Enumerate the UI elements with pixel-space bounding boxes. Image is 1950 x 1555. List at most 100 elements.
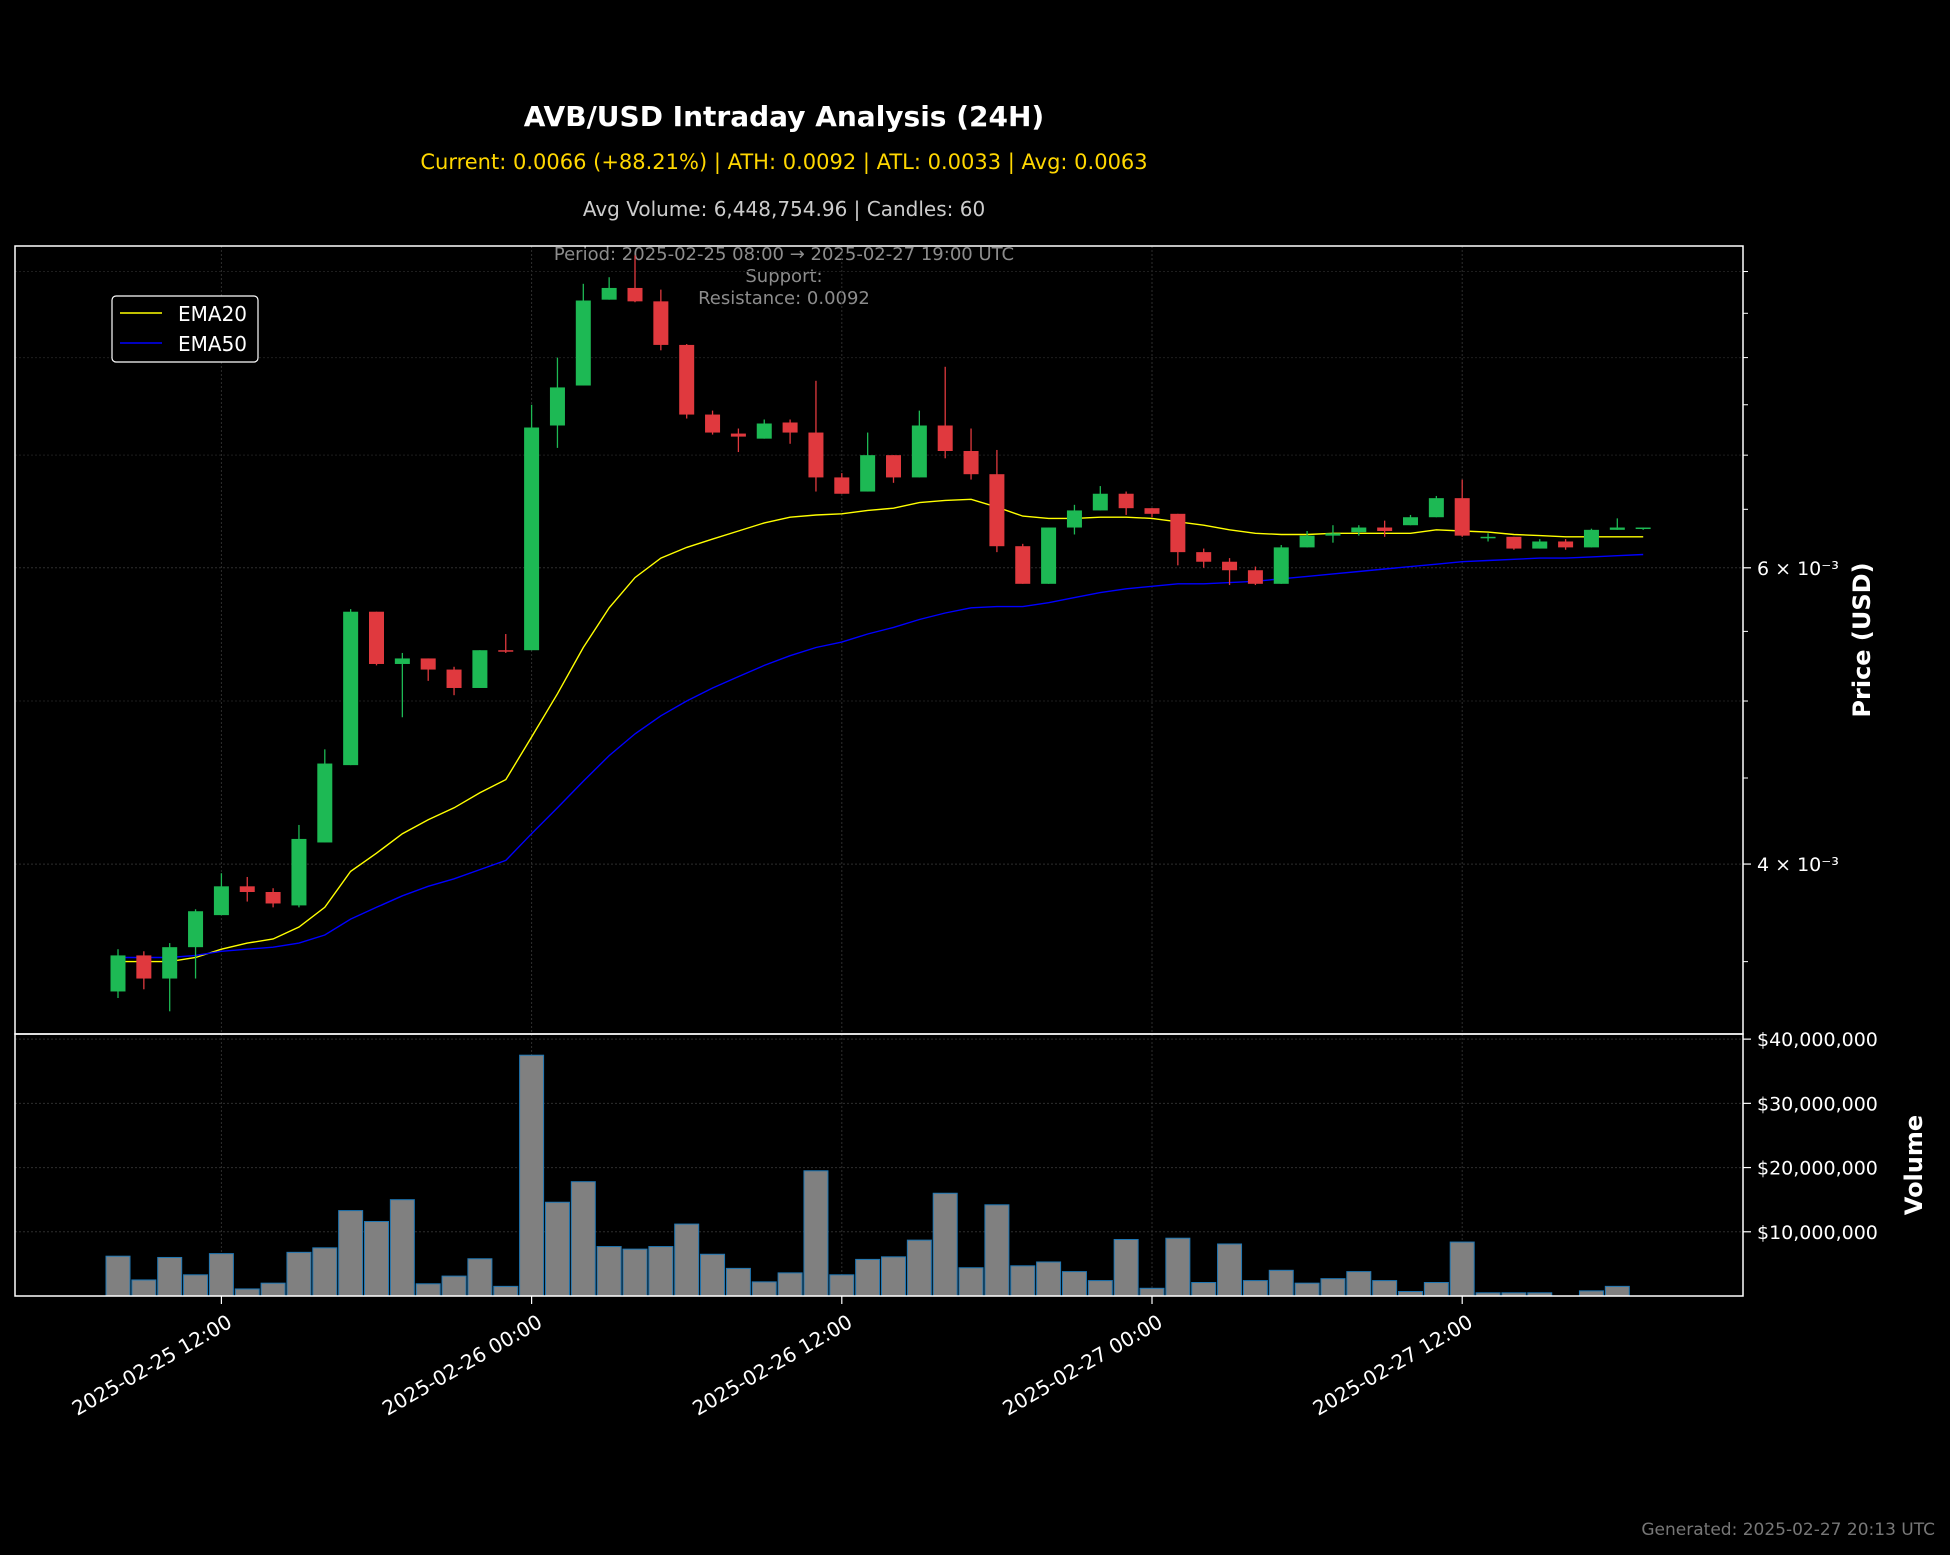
generated-timestamp: Generated: 2025-02-27 20:13 UTC — [1641, 1520, 1935, 1540]
volume-bar — [544, 1201, 570, 1297]
candle-body — [1041, 527, 1057, 584]
volume-bar — [932, 1192, 958, 1297]
volume-bar — [648, 1246, 674, 1297]
candle-body — [162, 947, 178, 979]
candle-body — [1066, 510, 1082, 528]
candle-body — [911, 425, 927, 478]
candle-body — [265, 891, 281, 904]
candle-body — [601, 287, 617, 300]
candle-up — [1351, 525, 1367, 536]
candle-up — [1428, 495, 1444, 518]
candle-down — [679, 344, 695, 419]
candle-down — [627, 255, 643, 303]
candle-body — [1609, 527, 1625, 530]
candle-body — [730, 433, 746, 437]
candle-body — [1480, 536, 1496, 539]
candle-body — [343, 611, 359, 766]
candle-body — [239, 886, 255, 892]
candle-down — [782, 419, 798, 444]
candle-down — [1454, 479, 1470, 537]
candle-body — [1222, 561, 1238, 571]
x-tick-label: 2025-02-26 12:00 — [688, 1310, 856, 1421]
price-axis-label: Price (USD) — [1848, 562, 1876, 717]
price-y-axis: 4 × 10⁻³ 6 × 10⁻³ — [1743, 271, 1839, 963]
volume-bar — [1036, 1261, 1062, 1297]
candle-down — [265, 888, 281, 908]
ema20-line — [118, 498, 1644, 963]
legend: EMA20 EMA50 — [111, 295, 259, 363]
volume-bar — [1191, 1282, 1217, 1297]
volume-bar — [364, 1221, 389, 1297]
candle-body — [446, 669, 462, 688]
volume-bar — [105, 1255, 131, 1297]
candle-body — [782, 422, 798, 433]
ema50-line — [118, 553, 1644, 959]
volume-bar — [1423, 1282, 1449, 1297]
volume-bar — [234, 1288, 260, 1297]
volume-bar — [596, 1246, 622, 1297]
volume-bar — [1320, 1278, 1346, 1297]
candle-down — [1118, 491, 1134, 515]
candle-up — [1635, 527, 1651, 530]
candle-body — [1428, 498, 1444, 518]
candle-body — [1144, 508, 1160, 514]
candle-body — [1170, 513, 1186, 553]
volume-bar — [1242, 1280, 1268, 1297]
volume-bar — [570, 1181, 596, 1297]
volume-bar — [493, 1285, 519, 1297]
volume-bar — [984, 1204, 1010, 1297]
price-tick-label: 4 × 10⁻³ — [1757, 854, 1839, 876]
candle-up — [1325, 525, 1341, 543]
volume-bar — [467, 1258, 493, 1297]
candle-down — [653, 289, 669, 351]
candle-down — [1170, 513, 1186, 566]
x-tick-label: 2025-02-25 12:00 — [68, 1310, 236, 1421]
candle-up — [911, 410, 927, 478]
candle-body — [369, 611, 384, 664]
candle-body — [1558, 541, 1574, 548]
candle-up — [575, 283, 591, 386]
candle-body — [937, 425, 953, 451]
candle-down — [1144, 508, 1160, 518]
candle-body — [110, 955, 126, 992]
price-panel-frame — [14, 245, 1744, 1035]
candle-body — [989, 474, 1005, 547]
candle-down — [937, 366, 953, 459]
volume-tick-label: $20,000,000 — [1757, 1158, 1878, 1180]
volume-bar — [829, 1274, 855, 1297]
candle-down — [239, 876, 255, 902]
candle-body — [213, 886, 229, 916]
candle-body — [834, 477, 850, 494]
candle-body — [1273, 547, 1289, 584]
candle-down — [420, 658, 436, 681]
candle-up — [394, 652, 410, 718]
volume-bar — [751, 1281, 777, 1297]
volume-bar — [674, 1223, 700, 1297]
volume-bar — [208, 1253, 234, 1297]
volume-bar — [725, 1267, 751, 1297]
volume-tick-label: $30,000,000 — [1757, 1093, 1878, 1115]
volume-tick-label: $40,000,000 — [1757, 1029, 1878, 1051]
candle-body — [394, 658, 410, 664]
candle-up — [343, 609, 359, 766]
volume-bar — [183, 1274, 209, 1297]
candle-body — [1247, 570, 1263, 584]
candle-down — [808, 380, 824, 492]
x-tick-label: 2025-02-26 00:00 — [378, 1310, 546, 1421]
volume-bar — [131, 1279, 157, 1297]
candle-body — [317, 763, 333, 843]
candle-body — [136, 955, 152, 979]
candle-body — [524, 427, 540, 651]
volume-bar — [906, 1239, 932, 1297]
legend-ema50-label: EMA50 — [178, 332, 247, 356]
price-stats-line: Current: 0.0066 (+88.21%) | ATH: 0.0092 … — [420, 150, 1148, 174]
candle-down — [1015, 543, 1031, 584]
candle-body — [756, 423, 772, 439]
volume-bar — [803, 1170, 829, 1297]
candle-up — [162, 943, 178, 1012]
volume-bar — [1268, 1269, 1294, 1297]
candle-up — [601, 277, 617, 300]
volume-bar — [260, 1282, 286, 1297]
volume-stats-line: Avg Volume: 6,448,754.96 | Candles: 60 — [582, 197, 986, 221]
